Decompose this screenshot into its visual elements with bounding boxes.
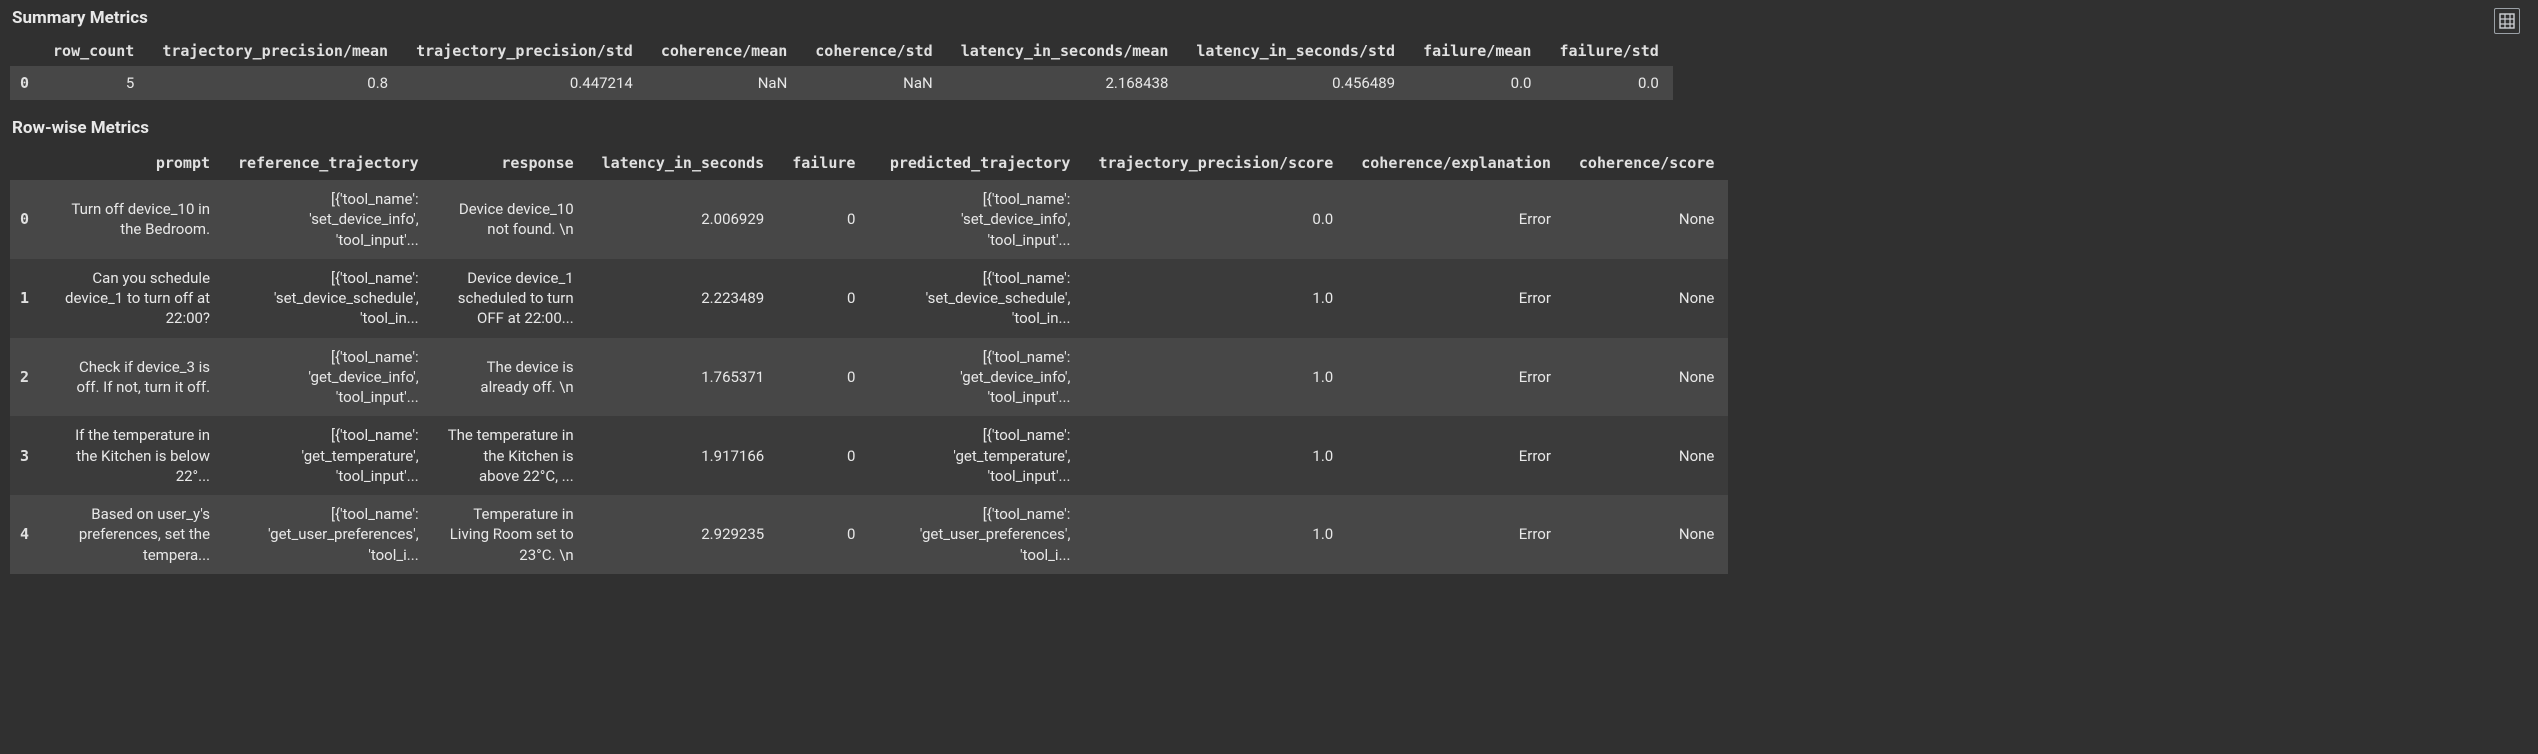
summary-col-header: trajectory_precision/mean [148,36,402,66]
summary-cell: 0.8 [148,66,402,100]
summary-cell: 0.0 [1545,66,1672,100]
rowwise-cell: If the temperature in the Kitchen is bel… [39,416,224,495]
rowwise-col-header: failure [778,146,869,180]
rowwise-col-header: predicted_trajectory [869,146,1084,180]
rowwise-cell: Error [1347,180,1565,259]
rowwise-cell: 0.0 [1084,180,1347,259]
rowwise-cell: [{'tool_name': 'get_temperature', 'tool_… [224,416,433,495]
rowwise-cell: 1.917166 [588,416,779,495]
rowwise-cell: 1.765371 [588,338,779,417]
rowwise-row-index: 2 [10,338,39,417]
rowwise-title: Row-wise Metrics [10,118,2528,138]
rowwise-metrics-section: Row-wise Metrics prompt reference_trajec… [10,118,2528,574]
rowwise-cell: None [1565,495,1728,574]
rowwise-cell: 0 [778,416,869,495]
summary-col-header: trajectory_precision/std [402,36,647,66]
rowwise-cell: [{'tool_name': 'set_device_schedule', 't… [224,259,433,338]
rowwise-cell: The temperature in the Kitchen is above … [433,416,588,495]
rowwise-cell: Error [1347,338,1565,417]
grid-icon[interactable] [2494,8,2520,34]
rowwise-row: 0Turn off device_10 in the Bedroom.[{'to… [10,180,1728,259]
rowwise-cell: 1.0 [1084,338,1347,417]
summary-row-index: 0 [10,66,39,100]
rowwise-col-header: latency_in_seconds [588,146,779,180]
rowwise-cell: Error [1347,259,1565,338]
rowwise-cell: The device is already off. \n [433,338,588,417]
rowwise-header-row: prompt reference_trajectory response lat… [10,146,1728,180]
rowwise-row-index: 1 [10,259,39,338]
rowwise-row-index: 4 [10,495,39,574]
summary-col-header: failure/std [1545,36,1672,66]
summary-cell: 0.456489 [1182,66,1409,100]
rowwise-cell: None [1565,180,1728,259]
rowwise-cell: 2.006929 [588,180,779,259]
rowwise-cell: 1.0 [1084,495,1347,574]
summary-header-row: row_count trajectory_precision/mean traj… [10,36,1673,66]
rowwise-cell: 0 [778,259,869,338]
summary-col-header: latency_in_seconds/std [1182,36,1409,66]
rowwise-cell: 0 [778,495,869,574]
summary-col-header: coherence/std [801,36,946,66]
rowwise-col-header: coherence/explanation [1347,146,1565,180]
summary-cell: NaN [647,66,801,100]
summary-table: row_count trajectory_precision/mean traj… [10,36,1673,100]
summary-col-header: failure/mean [1409,36,1545,66]
rowwise-cell: 2.929235 [588,495,779,574]
summary-col-header: row_count [39,36,148,66]
rowwise-cell: [{'tool_name': 'set_device_info', 'tool_… [224,180,433,259]
rowwise-cell: Error [1347,495,1565,574]
rowwise-row-index: 3 [10,416,39,495]
rowwise-col-header: prompt [39,146,224,180]
summary-cell: 2.168438 [947,66,1183,100]
rowwise-cell: Turn off device_10 in the Bedroom. [39,180,224,259]
rowwise-cell: Based on user_y's preferences, set the t… [39,495,224,574]
rowwise-cell: Can you schedule device_1 to turn off at… [39,259,224,338]
rowwise-cell: Device device_1 scheduled to turn OFF at… [433,259,588,338]
summary-row: 0 5 0.8 0.447214 NaN NaN 2.168438 0.4564… [10,66,1673,100]
rowwise-cell: None [1565,416,1728,495]
summary-col-header: coherence/mean [647,36,801,66]
rowwise-index-header [10,146,39,180]
rowwise-cell: [{'tool_name': 'set_device_schedule', 't… [869,259,1084,338]
rowwise-row: 1Can you schedule device_1 to turn off a… [10,259,1728,338]
rowwise-cell: 0 [778,338,869,417]
rowwise-col-header: response [433,146,588,180]
rowwise-cell: [{'tool_name': 'get_device_info', 'tool_… [869,338,1084,417]
rowwise-cell: Temperature in Living Room set to 23°C. … [433,495,588,574]
summary-cell: NaN [801,66,946,100]
rowwise-cell: 2.223489 [588,259,779,338]
rowwise-cell: [{'tool_name': 'get_device_info', 'tool_… [224,338,433,417]
summary-title: Summary Metrics [10,8,2528,28]
rowwise-cell: [{'tool_name': 'set_device_info', 'tool_… [869,180,1084,259]
summary-cell: 5 [39,66,148,100]
rowwise-cell: [{'tool_name': 'get_user_preferences', '… [869,495,1084,574]
rowwise-cell: 0 [778,180,869,259]
rowwise-col-header: coherence/score [1565,146,1728,180]
rowwise-cell: Error [1347,416,1565,495]
rowwise-cell: None [1565,259,1728,338]
rowwise-cell: [{'tool_name': 'get_temperature', 'tool_… [869,416,1084,495]
rowwise-table: prompt reference_trajectory response lat… [10,146,1728,574]
rowwise-row-index: 0 [10,180,39,259]
rowwise-cell: [{'tool_name': 'get_user_preferences', '… [224,495,433,574]
summary-metrics-section: Summary Metrics row_count trajectory_pre… [10,8,2528,100]
rowwise-cell: 1.0 [1084,416,1347,495]
summary-index-header [10,36,39,66]
rowwise-cell: Device device_10 not found. \n [433,180,588,259]
rowwise-col-header: reference_trajectory [224,146,433,180]
summary-col-header: latency_in_seconds/mean [947,36,1183,66]
summary-cell: 0.447214 [402,66,647,100]
summary-cell: 0.0 [1409,66,1545,100]
rowwise-row: 2Check if device_3 is off. If not, turn … [10,338,1728,417]
rowwise-row: 3If the temperature in the Kitchen is be… [10,416,1728,495]
rowwise-col-header: trajectory_precision/score [1084,146,1347,180]
rowwise-cell: None [1565,338,1728,417]
rowwise-cell: Check if device_3 is off. If not, turn i… [39,338,224,417]
rowwise-cell: 1.0 [1084,259,1347,338]
rowwise-row: 4Based on user_y's preferences, set the … [10,495,1728,574]
